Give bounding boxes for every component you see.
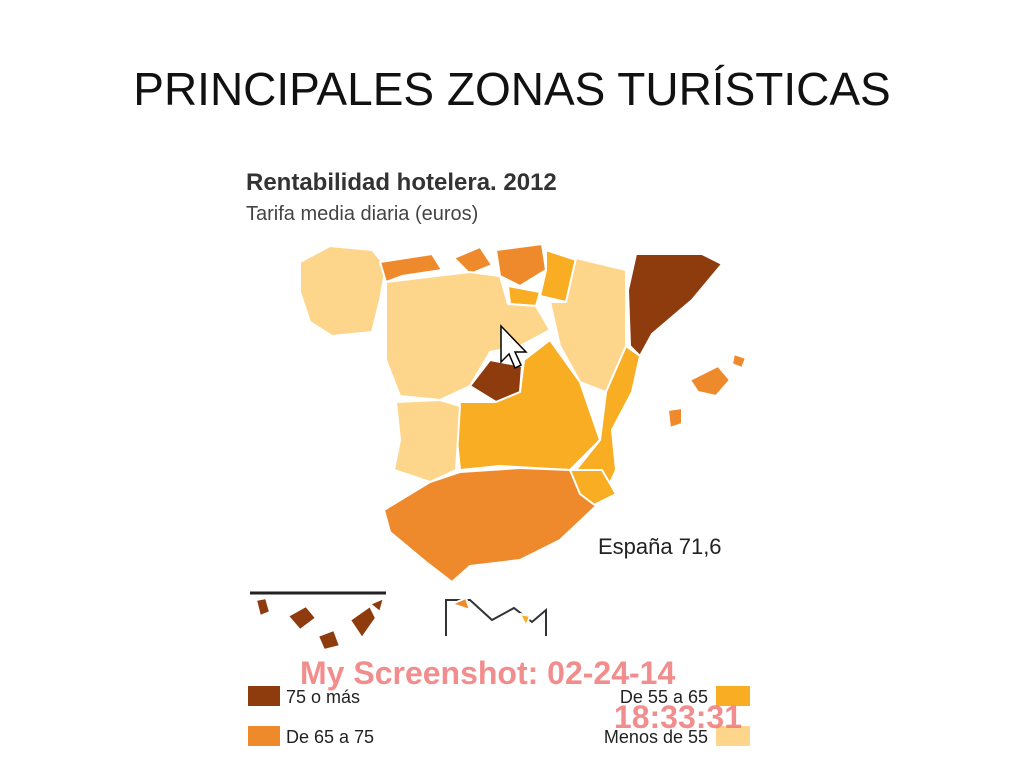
canarias-2 — [287, 605, 317, 631]
watermark-time: 18:33:31 — [614, 699, 742, 735]
menorca — [731, 353, 747, 369]
andalucia — [383, 467, 597, 583]
pais-vasco — [495, 243, 547, 287]
la-rioja — [507, 285, 541, 307]
canarias-5 — [369, 597, 385, 613]
valencia — [575, 345, 641, 501]
slide-title: PRINCIPALES ZONAS TURÍSTICAS — [133, 63, 891, 115]
regions — [250, 243, 747, 651]
navarra — [539, 249, 577, 303]
asturias — [379, 253, 443, 283]
ceuta-melilla-frame — [445, 599, 547, 636]
map-subtitle: Tarifa media diaria (euros) — [246, 203, 478, 225]
ceuta — [451, 597, 471, 611]
canarias-1 — [255, 597, 271, 617]
legend-label: 75 o más — [286, 687, 360, 707]
cantabria — [453, 246, 493, 275]
legend-label: De 65 a 75 — [286, 727, 374, 747]
map-title: Rentabilidad hotelera. 2012 — [246, 169, 557, 196]
ibiza — [667, 407, 683, 429]
watermark-date: My Screenshot: 02-24-14 — [300, 655, 675, 691]
national-average: España 71,6 — [598, 534, 722, 559]
canarias-4 — [349, 605, 377, 639]
galicia — [299, 245, 387, 337]
extremadura — [393, 399, 461, 483]
legend-swatch — [248, 686, 280, 706]
castilla-la-mancha — [455, 339, 601, 471]
cursor — [500, 324, 528, 370]
legend-swatch — [716, 686, 750, 706]
legend-swatch — [248, 726, 280, 746]
legend-swatch — [716, 726, 750, 746]
mallorca — [689, 365, 731, 397]
canarias-3 — [317, 629, 341, 651]
melilla — [519, 613, 531, 627]
legend-label: De 55 a 65 — [620, 687, 708, 707]
cataluna — [627, 253, 723, 357]
legend-label: Menos de 55 — [604, 727, 708, 747]
